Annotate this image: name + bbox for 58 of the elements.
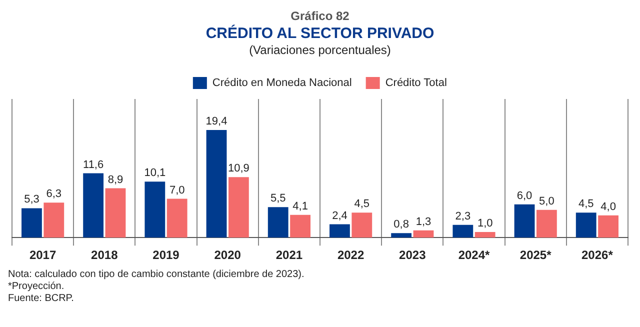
text: *Proyección. bbox=[8, 281, 66, 293]
data-label: 1,3 bbox=[416, 216, 432, 228]
bar bbox=[228, 177, 249, 238]
legend-label: Crédito en Moneda Nacional bbox=[212, 77, 352, 90]
data-label: 10,1 bbox=[144, 167, 166, 180]
data-label: 2,4 bbox=[332, 210, 348, 222]
data-label: 4,5 bbox=[578, 198, 594, 210]
x-tick-label: 2024* bbox=[458, 248, 490, 262]
data-label: 10,9 bbox=[228, 162, 250, 175]
x-tick-label: 2017 bbox=[29, 248, 56, 262]
chart-title: CRÉDITO AL SECTOR PRIVADO bbox=[204, 25, 436, 42]
data-label: 1,0 bbox=[477, 218, 493, 230]
bar bbox=[22, 208, 42, 238]
bar bbox=[474, 232, 496, 238]
bar bbox=[290, 214, 310, 238]
data-label: 19,4 bbox=[206, 116, 228, 128]
data-label: 4,5 bbox=[354, 198, 370, 210]
text: Gráfico 82 bbox=[290, 8, 350, 25]
bar bbox=[105, 188, 126, 238]
bar bbox=[206, 130, 227, 238]
bar bbox=[413, 230, 434, 238]
x-tick-label: 2021 bbox=[276, 248, 303, 262]
x-tick-label: 2019 bbox=[152, 248, 180, 262]
bar bbox=[576, 212, 596, 238]
bar bbox=[452, 224, 474, 238]
data-label: 4,0 bbox=[600, 200, 616, 213]
data-label: 6,3 bbox=[46, 188, 62, 200]
bar bbox=[144, 182, 166, 238]
bar bbox=[536, 210, 557, 238]
chart-subtitle: (Variaciones porcentuales) bbox=[248, 42, 392, 59]
data-label: 4,1 bbox=[292, 200, 308, 212]
data-label: 8,9 bbox=[108, 174, 124, 186]
bar bbox=[514, 204, 535, 238]
bar bbox=[268, 207, 288, 238]
x-tick-label: 2023 bbox=[399, 248, 426, 262]
data-label: 6,0 bbox=[516, 190, 532, 202]
x-tick-label: 2026* bbox=[582, 248, 614, 262]
data-label: 5,5 bbox=[270, 192, 286, 205]
legend-label: Crédito Total bbox=[385, 77, 447, 90]
data-label: 11,6 bbox=[83, 158, 104, 171]
bar bbox=[330, 224, 350, 238]
bar bbox=[44, 202, 64, 238]
x-tick-label: 2025* bbox=[520, 248, 552, 262]
data-label: 2,3 bbox=[455, 210, 471, 222]
bar bbox=[352, 212, 372, 238]
source-note: Fuente: BCRP. bbox=[8, 293, 75, 305]
x-tick-label: 2020 bbox=[214, 248, 242, 262]
data-label: 5,0 bbox=[539, 195, 554, 208]
text: Nota: calculado con tipo de cambio constante (diciembre de 2023). bbox=[8, 269, 306, 281]
bar bbox=[83, 173, 104, 238]
bar bbox=[598, 215, 618, 238]
bar bbox=[166, 198, 188, 238]
bar bbox=[391, 233, 412, 238]
data-label: 0,8 bbox=[394, 218, 409, 231]
data-label: 5,3 bbox=[24, 194, 40, 206]
data-label: 7,0 bbox=[169, 184, 185, 196]
x-tick-label: 2018 bbox=[91, 248, 118, 262]
x-tick-label: 2022 bbox=[337, 248, 364, 262]
